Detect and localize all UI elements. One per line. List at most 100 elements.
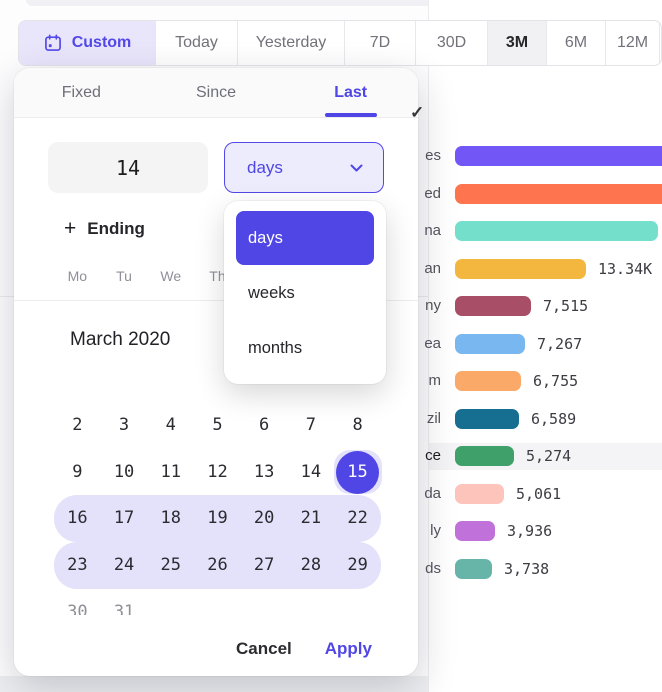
calendar-grid: 2 3 4 5 6 7 8 9 10 11 12 13 14 15 16 17 18 19 20 21 22 23 24 25… <box>40 398 392 615</box>
preset-30d[interactable]: 30D <box>416 21 488 65</box>
day-9[interactable]: 9 <box>72 461 83 482</box>
plus-icon: + <box>64 217 77 240</box>
country-label-fragment: da <box>424 484 441 502</box>
bar-value: 3,738 <box>504 559 550 578</box>
popover-tabs: Fixed Since Last <box>14 68 418 118</box>
bar-value: 5,274 <box>526 447 572 465</box>
country-label-fragment: an <box>424 259 441 277</box>
day-22[interactable]: 22 <box>347 508 368 529</box>
day-16[interactable]: 16 <box>67 508 88 529</box>
calendar-week-row: 30 31 <box>54 589 381 615</box>
day-23[interactable]: 23 <box>67 554 88 575</box>
amount-input[interactable] <box>48 142 208 193</box>
unit-option-days[interactable]: days <box>236 211 374 265</box>
weekday-tu: Tu <box>116 268 132 284</box>
country-bar <box>455 333 525 354</box>
country-bar <box>455 146 662 166</box>
bar-value: 13.34K <box>598 259 653 278</box>
chart-row-ly[interactable]: ly 3,936 <box>0 518 662 544</box>
day-5[interactable]: 5 <box>212 415 223 435</box>
day-3[interactable]: 3 <box>118 415 130 435</box>
add-ending-label: Ending <box>87 219 145 238</box>
country-bar <box>455 446 514 466</box>
country-bar <box>455 558 492 579</box>
preset-yesterday[interactable]: Yesterday <box>238 21 345 65</box>
custom-range-button[interactable]: Custom <box>19 21 156 65</box>
day-19[interactable]: 19 <box>207 508 228 529</box>
date-preset-toolbar: Custom Today Yesterday 7D 30D 3M 6M 12M <box>18 20 662 66</box>
weekday-mo: Mo <box>67 268 88 284</box>
bar-value: 6,755 <box>533 372 579 390</box>
country-bar <box>455 258 586 279</box>
day-24[interactable]: 24 <box>113 554 135 575</box>
add-ending-button[interactable]: + Ending <box>64 216 145 242</box>
unit-option-weeks[interactable]: weeks <box>236 266 374 320</box>
country-label-fragment: zil <box>426 409 441 427</box>
country-label-fragment: ed <box>424 184 441 202</box>
day-27[interactable]: 27 <box>253 554 275 575</box>
bar-value: 5,061 <box>516 484 562 503</box>
check-icon: ✓ <box>410 103 425 122</box>
unit-select[interactable]: days <box>224 142 384 193</box>
country-bar <box>455 221 658 241</box>
day-21[interactable]: 21 <box>300 508 322 529</box>
chart-row-es[interactable]: es <box>0 143 662 169</box>
preset-3m[interactable]: 3M <box>488 21 547 65</box>
day-2[interactable]: 2 <box>72 415 83 435</box>
weekday-th: Th <box>209 268 226 284</box>
chart-row-na[interactable]: na <box>0 218 662 244</box>
country-bar <box>455 296 531 316</box>
day-31[interactable]: 31 <box>113 601 135 615</box>
cancel-button[interactable]: Cancel <box>236 639 292 658</box>
popover-divider <box>14 300 418 301</box>
preset-12m[interactable]: 12M <box>606 21 660 65</box>
day-12[interactable]: 12 <box>207 461 228 482</box>
day-15-selected[interactable]: 15 <box>336 450 379 494</box>
unit-option-months[interactable]: months <box>236 321 374 375</box>
calendar-week-row: 2 3 4 5 6 7 8 <box>54 402 381 449</box>
unit-dropdown-menu: days weeks months <box>224 201 386 384</box>
tab-fixed[interactable]: Fixed <box>61 83 101 101</box>
chevron-down-icon <box>350 164 363 171</box>
country-label-fragment: ea <box>424 334 441 352</box>
calendar-week-row: 23 24 25 26 27 28 29 <box>54 541 381 589</box>
day-4[interactable]: 4 <box>165 415 176 435</box>
country-label-fragment: ny <box>425 297 441 314</box>
preset-6m[interactable]: 6M <box>547 21 606 65</box>
tab-since[interactable]: Since <box>195 83 237 101</box>
country-label-fragment: es <box>425 147 441 164</box>
day-8[interactable]: 8 <box>352 415 363 435</box>
chart-row-ed[interactable]: ed <box>0 181 662 207</box>
unit-select-value: days <box>247 157 283 177</box>
apply-button[interactable]: Apply <box>324 639 372 658</box>
day-10[interactable]: 10 <box>113 461 135 482</box>
day-29[interactable]: 29 <box>347 554 368 575</box>
chart-row-zil[interactable]: zil 6,589 <box>0 406 662 432</box>
bar-value: 3,936 <box>507 522 553 540</box>
day-20[interactable]: 20 <box>253 508 275 529</box>
day-11[interactable]: 11 <box>160 461 181 482</box>
day-14[interactable]: 14 <box>300 461 322 482</box>
day-26[interactable]: 26 <box>207 554 228 575</box>
day-18[interactable]: 18 <box>160 508 181 529</box>
tab-last[interactable]: Last <box>283 68 418 117</box>
day-17[interactable]: 17 <box>113 508 135 529</box>
country-label-fragment: ce <box>425 447 441 464</box>
preset-today[interactable]: Today <box>156 21 238 65</box>
day-30[interactable]: 30 <box>67 601 88 615</box>
chart-row-an[interactable]: an 13.34K <box>0 256 662 282</box>
preset-7d[interactable]: 7D <box>345 21 416 65</box>
day-28[interactable]: 28 <box>300 554 322 575</box>
chart-row-da[interactable]: da 5,061 <box>0 481 662 507</box>
day-13[interactable]: 13 <box>253 461 275 482</box>
day-7[interactable]: 7 <box>305 415 316 435</box>
chart-row-ny[interactable]: ny 7,515 <box>0 293 662 319</box>
bar-value: 7,267 <box>537 334 583 353</box>
calendar-week-row: 9 10 11 12 13 14 15 <box>54 449 382 496</box>
chart-row-ce[interactable]: ce 5,274 <box>0 443 662 469</box>
day-25[interactable]: 25 <box>160 554 181 575</box>
chart-row-ea[interactable]: ea 7,267 <box>0 331 662 357</box>
chart-row-m[interactable]: m 6,755 <box>0 368 662 394</box>
day-6[interactable]: 6 <box>259 415 270 435</box>
chart-row-ds[interactable]: ds 3,738 <box>0 556 662 582</box>
